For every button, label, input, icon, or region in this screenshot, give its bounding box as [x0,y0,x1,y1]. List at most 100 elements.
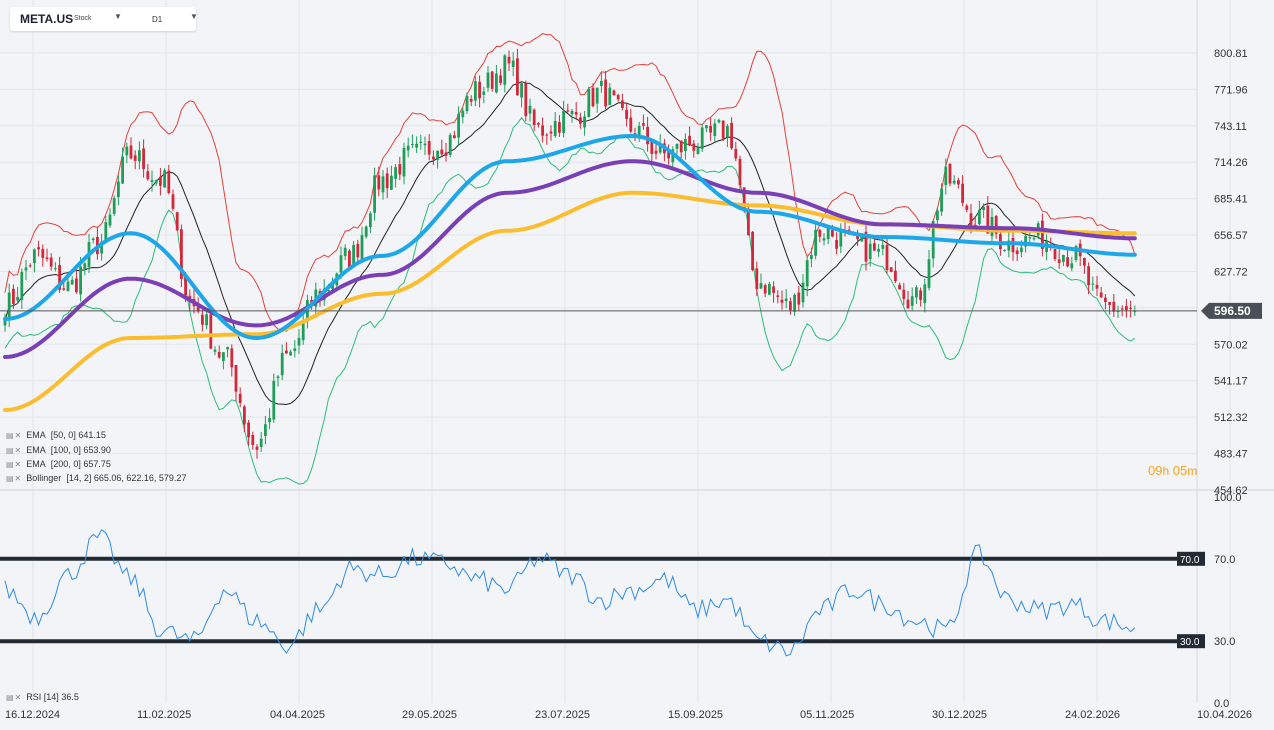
indicator-params: [100, 0] [50,445,81,455]
candle-body [58,265,61,290]
timeframe-caret-icon[interactable]: ▼ [190,12,198,21]
legend-ema-50[interactable]: ▤✕ EMA [50, 0] 641.15 [6,430,106,440]
candle-body [125,146,129,156]
candle-body [411,144,414,146]
settings-close-icon[interactable]: ▤✕ [6,693,23,702]
symbol-caret-icon[interactable]: ▼ [114,12,122,21]
candle-body [419,141,423,143]
candle-body [889,267,893,272]
candle-body [352,244,355,267]
candle-body [868,243,872,260]
candle-body [482,91,486,95]
price-tick-label: 483.47 [1214,449,1248,461]
date-tick-label: 11.02.2025 [137,709,191,721]
candle-body [1041,220,1044,249]
rsi-level-tag [1177,634,1205,649]
candle-body [961,183,964,203]
candle-body [222,352,225,361]
candle-body [621,100,624,108]
candle-body [801,282,805,303]
candle-body [738,158,742,186]
candle-body [339,255,343,273]
price-tick-label: 800.81 [1214,48,1248,60]
candle-body [1091,283,1095,285]
candle-body [112,197,116,214]
candle-body [381,176,385,193]
candle-body [549,131,553,134]
rsi-tick-label: 30.0 [1214,636,1235,648]
candle-body [705,125,708,129]
candle-body [944,166,948,185]
candle-body [608,87,612,106]
candle-body [423,143,427,146]
candle-body [755,268,759,290]
candle-body [898,284,901,290]
candle-body [377,175,381,190]
candle-body [213,349,217,352]
candle-body [507,56,511,64]
candle-body [465,95,469,112]
candle-countdown: 09h 05m [1148,463,1197,478]
candle-body [910,296,914,306]
settings-close-icon[interactable]: ▤✕ [6,460,23,469]
candle-body [650,140,654,154]
legend-rsi[interactable]: ▤✕ RSI [14] 36.5 [6,692,79,702]
price-tick-label: 685.41 [1214,194,1248,206]
candle-body [810,255,813,259]
price-tick-label: 627.72 [1214,266,1248,278]
candle-body [734,148,738,159]
candle-body [453,135,456,139]
candle-body [385,173,389,189]
candle-body [133,155,137,161]
bollinger-bands [4,33,1136,485]
price-tick-label: 512.32 [1214,412,1248,424]
indicator-name: EMA [26,459,46,469]
ema-line-1000 [3,159,1137,359]
candle-body [948,163,952,184]
candle-body [1062,255,1065,262]
current-price-line: 596.50 [0,302,1262,319]
candle-body [251,434,255,446]
candle-body [839,231,843,247]
candle-body [1020,247,1023,253]
candle-body [343,247,347,257]
candle-body [255,446,259,450]
candle-body [16,296,19,301]
date-tick-label: 04.04.2025 [270,709,325,721]
symbol-selector[interactable]: META.US Stock ▼ D1 ▼ [10,7,198,31]
candle-body [369,213,372,228]
candle-body [864,231,868,262]
price-tick-label: 714.26 [1214,157,1248,169]
legend-ema-100[interactable]: ▤✕ EMA [100, 0] 653.90 [6,445,111,455]
candle-body [566,110,570,112]
candle-body [919,290,922,300]
candle-body [427,141,431,155]
candle-body [444,152,448,156]
candle-body [511,60,515,67]
candle-body [432,156,435,160]
legend-ema-200[interactable]: ▤✕ EMA [200, 0] 657.75 [6,459,111,469]
candle-body [180,229,183,279]
candle-body [759,283,763,289]
candle-body [415,143,418,148]
candle-body [495,73,498,93]
candle-body [612,90,616,96]
candle-body [33,249,36,264]
candle-body [1125,306,1128,311]
settings-close-icon[interactable]: ▤✕ [6,446,23,455]
settings-close-icon[interactable]: ▤✕ [6,431,23,440]
candle-body [579,117,582,124]
candle-body [570,110,574,115]
candle-body [558,122,561,133]
candle-body [1120,308,1124,310]
date-tick-label: 29.05.2025 [402,709,457,721]
candle-body [730,122,733,149]
candle-body [24,267,28,271]
indicator-value: 653.90 [83,445,111,455]
settings-close-icon[interactable]: ▤✕ [6,474,23,483]
legend-bollinger[interactable]: ▤✕ Bollinger [14, 2] 665.06, 622.16, 579.… [6,473,186,483]
candle-body [637,125,641,137]
timeframe[interactable]: D1 [152,15,163,24]
countdown-minutes: 05 [1172,463,1188,478]
